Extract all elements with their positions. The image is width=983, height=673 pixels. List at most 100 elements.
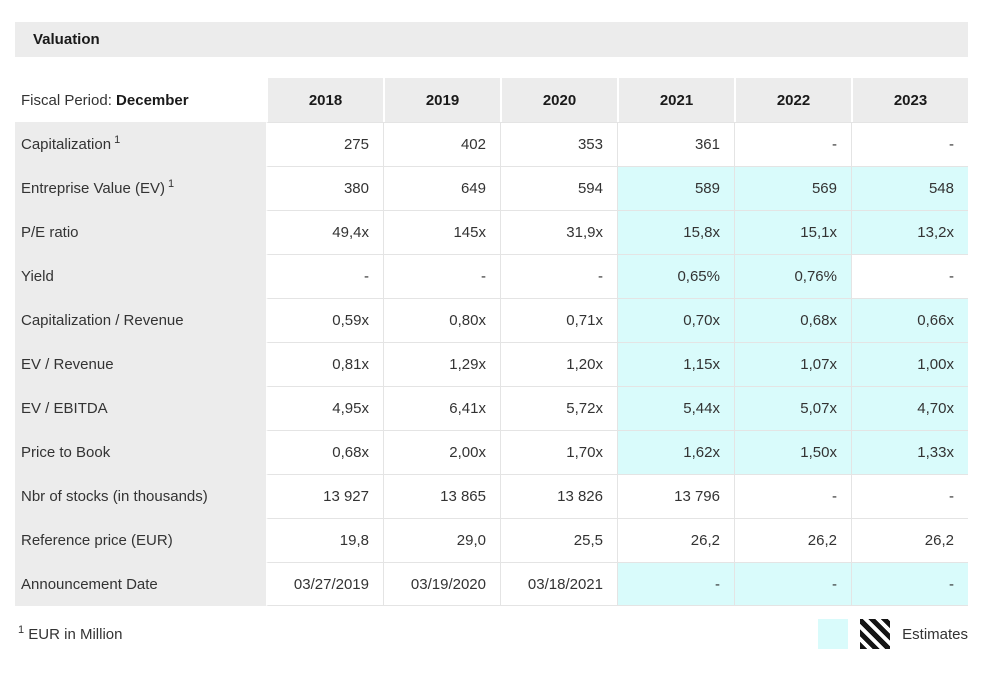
value-cell: 13 796 [617, 474, 734, 518]
value-cell: 26,2 [617, 518, 734, 562]
estimate-cell: - [734, 562, 851, 606]
value-cell: 145x [383, 210, 500, 254]
section-title: Valuation [33, 31, 100, 48]
value-cell: 1,29x [383, 342, 500, 386]
year-header-2018: 2018 [266, 78, 383, 122]
footnote-marker: 1 [114, 133, 121, 146]
row-label: Nbr of stocks (in thousands) [15, 474, 266, 518]
estimate-cell: 1,00x [851, 342, 968, 386]
row-label: Entreprise Value (EV) 1 [15, 166, 266, 210]
value-cell: 380 [266, 166, 383, 210]
value-cell: 49,4x [266, 210, 383, 254]
estimate-cell: 548 [851, 166, 968, 210]
estimate-cell: 1,33x [851, 430, 968, 474]
value-cell: 361 [617, 122, 734, 166]
fiscal-period-value: December [116, 91, 189, 109]
table-row: Price to Book 0,68x 2,00x 1,70x 1,62x 1,50x 1,… [15, 430, 968, 474]
value-cell: 353 [500, 122, 617, 166]
value-cell: 0,81x [266, 342, 383, 386]
estimate-color-swatch [818, 619, 849, 649]
table-row: Nbr of stocks (in thousands) 13 927 13 865… [15, 474, 968, 518]
value-cell: 402 [383, 122, 500, 166]
valuation-table: Fiscal Period: December 2018 2019 2020 2021… [15, 78, 968, 606]
value-cell: 0,68x [266, 430, 383, 474]
value-cell: 0,59x [266, 298, 383, 342]
estimate-cell: 1,62x [617, 430, 734, 474]
row-label: Capitalization 1 [15, 122, 266, 166]
fiscal-period-label: Fiscal Period: [21, 91, 112, 109]
estimate-cell: 1,07x [734, 342, 851, 386]
table-row: Entreprise Value (EV) 1 380 649 594 589 569 548 [15, 166, 968, 210]
table-row: Capitalization 1 275 402 353 361- - [15, 122, 968, 166]
estimate-cell: 589 [617, 166, 734, 210]
row-label: Announcement Date [15, 562, 266, 606]
value-cell: 03/19/2020 [383, 562, 500, 606]
value-cell: 03/27/2019 [266, 562, 383, 606]
value-cell: 0,80x [383, 298, 500, 342]
row-label: Yield [15, 254, 266, 298]
estimate-cell: - [617, 562, 734, 606]
value-cell: - [500, 254, 617, 298]
row-label: EV / EBITDA [15, 386, 266, 430]
row-label: EV / Revenue [15, 342, 266, 386]
row-label: Price to Book [15, 430, 266, 474]
year-header-2022: 2022 [734, 78, 851, 122]
estimate-hatch-swatch [860, 619, 891, 649]
value-cell: - [851, 122, 968, 166]
value-cell: - [266, 254, 383, 298]
year-header-2021: 2021 [617, 78, 734, 122]
estimates-label: Estimates [902, 625, 968, 643]
value-cell: - [734, 122, 851, 166]
value-cell: 4,95x [266, 386, 383, 430]
value-cell: 275 [266, 122, 383, 166]
estimate-cell: 0,70x [617, 298, 734, 342]
estimate-cell: 5,44x [617, 386, 734, 430]
value-cell: 13 865 [383, 474, 500, 518]
table-row: EV / Revenue 0,81x 1,29x 1,20x 1,15x 1,07x 1,0… [15, 342, 968, 386]
estimate-cell: 15,1x [734, 210, 851, 254]
table-row: Announcement Date 03/27/2019 03/19/2020 03/… [15, 562, 968, 606]
value-cell: 2,00x [383, 430, 500, 474]
value-cell: 6,41x [383, 386, 500, 430]
estimate-cell: 0,76% [734, 254, 851, 298]
estimate-cell: 0,68x [734, 298, 851, 342]
value-cell: 03/18/2021 [500, 562, 617, 606]
row-label: Reference price (EUR) [15, 518, 266, 562]
value-cell: 25,5 [500, 518, 617, 562]
table-row: Reference price (EUR) 19,8 29,0 25,5 26,2 26,… [15, 518, 968, 562]
value-cell: 0,71x [500, 298, 617, 342]
value-cell: 1,70x [500, 430, 617, 474]
estimate-cell: 0,66x [851, 298, 968, 342]
footnote-marker: 1 [18, 623, 25, 636]
estimate-cell: - [851, 562, 968, 606]
year-header-2019: 2019 [383, 78, 500, 122]
row-label: Capitalization / Revenue [15, 298, 266, 342]
value-cell: 19,8 [266, 518, 383, 562]
value-cell: - [851, 254, 968, 298]
table-row: P/E ratio 49,4x 145x 31,9x 15,8x 15,1x 13,2x [15, 210, 968, 254]
value-cell: 26,2 [851, 518, 968, 562]
estimate-cell: 13,2x [851, 210, 968, 254]
estimate-cell: 15,8x [617, 210, 734, 254]
value-cell: - [383, 254, 500, 298]
value-cell: - [734, 474, 851, 518]
section-title-bar: Valuation [15, 22, 968, 57]
value-cell: 649 [383, 166, 500, 210]
table-row: EV / EBITDA 4,95x 6,41x 5,72x 5,44x 5,07x 4,70… [15, 386, 968, 430]
fiscal-period-header: Fiscal Period: December [15, 78, 266, 122]
estimate-cell: 4,70x [851, 386, 968, 430]
value-cell: 26,2 [734, 518, 851, 562]
year-header-2023: 2023 [851, 78, 968, 122]
value-cell: 5,72x [500, 386, 617, 430]
estimate-cell: 1,50x [734, 430, 851, 474]
estimate-cell: 1,15x [617, 342, 734, 386]
estimate-cell: 5,07x [734, 386, 851, 430]
estimate-cell: 569 [734, 166, 851, 210]
value-cell: 594 [500, 166, 617, 210]
footnote: 1 EUR in Million [15, 623, 123, 643]
estimates-legend: Estimates [818, 619, 968, 649]
table-row: Yield - - -0,65% 0,76% - [15, 254, 968, 298]
estimate-cell: 0,65% [617, 254, 734, 298]
table-footer: 1 EUR in Million Estimates [15, 619, 968, 649]
footnote-marker: 1 [167, 177, 175, 190]
